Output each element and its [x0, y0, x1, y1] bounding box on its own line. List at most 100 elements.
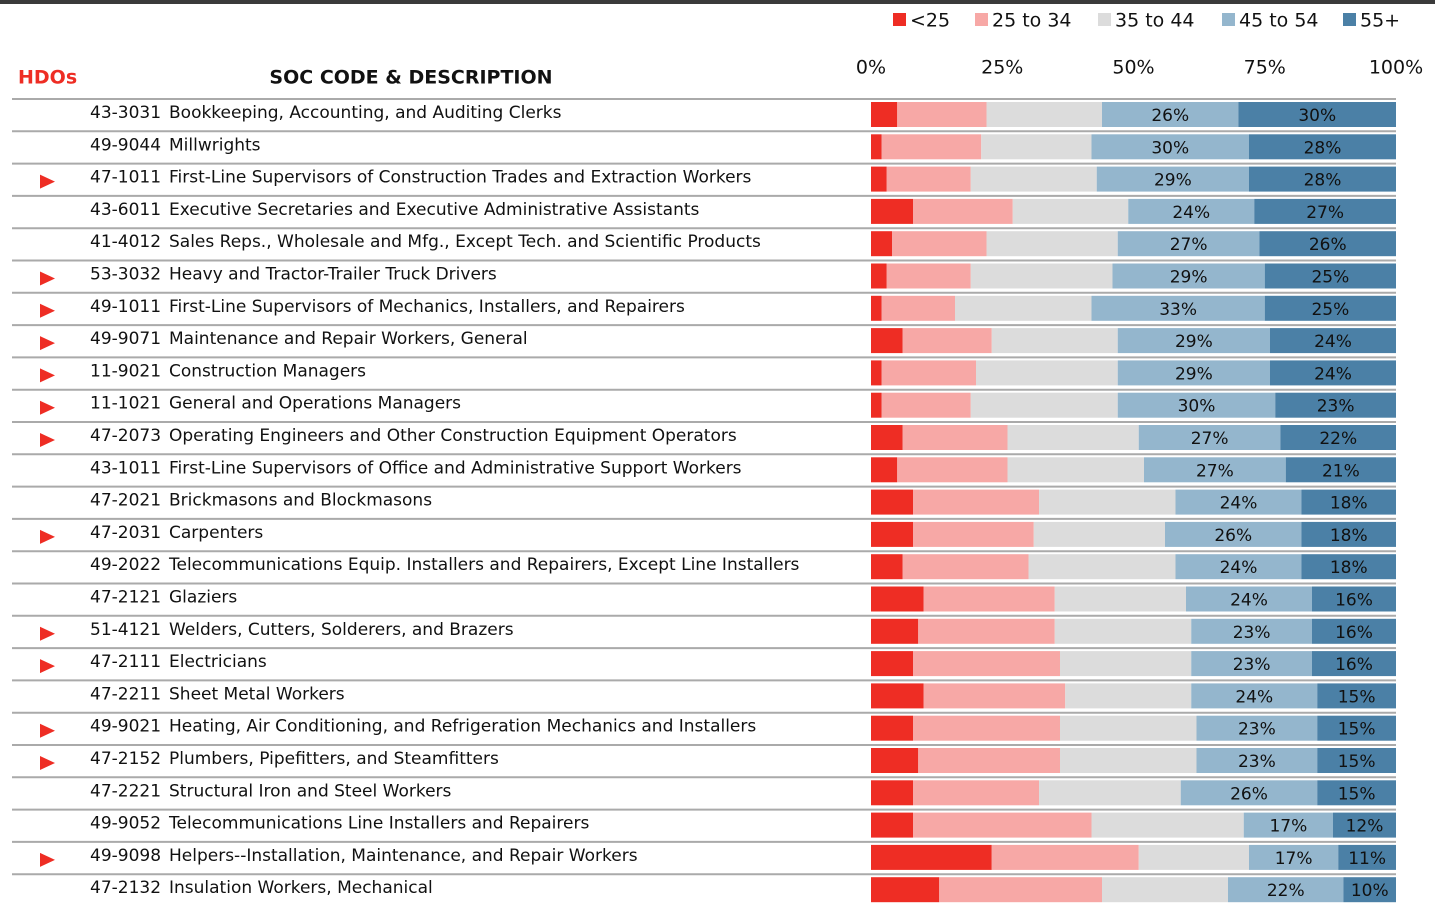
- bar-segment: [871, 134, 882, 160]
- data-label: 27%: [1306, 203, 1344, 223]
- bar-segment: [1243, 812, 1333, 838]
- bar-segment: [976, 360, 1118, 386]
- bar-segment: [1317, 715, 1396, 741]
- bar-segment: [1317, 748, 1396, 773]
- bar-segment: [1117, 360, 1270, 386]
- x-tick-label: 75%: [1244, 57, 1286, 79]
- data-label: 23%: [1233, 623, 1271, 643]
- bar-segment: [897, 102, 987, 127]
- bar-segment: [871, 812, 913, 838]
- soc-description: Sales Reps., Wholesale and Mfg., Except …: [169, 232, 761, 252]
- legend-swatch: [1222, 13, 1235, 26]
- bar-segment: [902, 328, 992, 354]
- soc-description: Brickmasons and Blockmasons: [169, 491, 432, 511]
- bar-segment: [1301, 521, 1396, 547]
- data-label: 23%: [1233, 655, 1271, 675]
- soc-code: 49-9021: [90, 717, 161, 737]
- bar-segment: [1317, 780, 1396, 806]
- soc-description: First-Line Supervisors of Office and Adm…: [169, 458, 742, 478]
- bar-segment: [871, 844, 992, 870]
- legend-label: 55+: [1360, 10, 1400, 32]
- soc-description: Millwrights: [169, 135, 261, 155]
- bar-segment: [1060, 651, 1192, 677]
- soc-code: 11-9021: [90, 361, 161, 381]
- bar-segment: [1259, 231, 1396, 257]
- bar-segment: [1138, 425, 1281, 450]
- hdo-marker: [40, 852, 55, 867]
- soc-code: 43-6011: [90, 200, 161, 220]
- bar-segment: [871, 328, 903, 354]
- bar-segment: [892, 231, 987, 257]
- legend-swatch: [893, 13, 906, 26]
- bar-segment: [1264, 295, 1396, 321]
- soc-code: 47-2132: [90, 878, 161, 898]
- data-label: 12%: [1346, 817, 1384, 837]
- soc-code: 47-2121: [90, 588, 161, 608]
- bar-segment: [1128, 198, 1255, 224]
- data-label: 30%: [1151, 138, 1189, 158]
- data-label: 23%: [1238, 752, 1276, 772]
- data-label: 28%: [1304, 138, 1342, 158]
- bar-segment: [918, 748, 1060, 773]
- bar-segment: [1060, 748, 1197, 773]
- bar-segment: [913, 651, 1060, 677]
- soc-description: Helpers--Installation, Maintenance, and …: [169, 846, 638, 866]
- data-label: 27%: [1191, 429, 1229, 449]
- bar-segment: [1138, 844, 1249, 870]
- hdo-marker: [40, 303, 55, 318]
- bar-segment: [871, 651, 913, 677]
- bar-segment: [981, 134, 1092, 160]
- bar-segment: [1117, 392, 1276, 418]
- bar-segment: [881, 392, 971, 418]
- soc-description: Insulation Workers, Mechanical: [169, 878, 433, 898]
- bar-segment: [913, 489, 1039, 515]
- hdo-marker: [40, 174, 55, 189]
- legend-swatch: [975, 13, 988, 26]
- soc-code: 47-2111: [90, 652, 161, 672]
- data-label: 29%: [1175, 364, 1213, 384]
- bar-segment: [913, 198, 1013, 224]
- bar-segment: [1117, 231, 1260, 257]
- legend-label: <25: [910, 10, 950, 32]
- bar-segment: [1054, 618, 1192, 644]
- soc-code: 41-4012: [90, 232, 161, 252]
- data-label: 15%: [1338, 752, 1376, 772]
- bar-segment: [1275, 392, 1396, 418]
- bar-segment: [871, 521, 913, 547]
- bar-segment: [1285, 457, 1396, 483]
- hdo-marker: [40, 723, 55, 738]
- bar-segment: [1091, 134, 1249, 160]
- soc-code: 43-1011: [90, 458, 161, 478]
- soc-description: Sheet Metal Workers: [169, 684, 345, 704]
- data-label: 24%: [1220, 558, 1258, 578]
- bar-segment: [939, 877, 1102, 903]
- data-label: 15%: [1338, 720, 1376, 740]
- data-label: 23%: [1238, 720, 1276, 740]
- bar-segment: [871, 586, 924, 612]
- bar-segment: [871, 683, 924, 709]
- bar-segment: [1039, 780, 1181, 806]
- x-tick-label: 0%: [856, 57, 886, 79]
- hdo-marker: [40, 336, 55, 351]
- bar-segment: [1254, 198, 1396, 224]
- data-label: 26%: [1151, 106, 1189, 126]
- data-label: 29%: [1154, 171, 1192, 191]
- hdo-marker: [40, 433, 55, 447]
- bar-segment: [871, 715, 913, 741]
- bar-segment: [1249, 134, 1396, 160]
- data-label: 23%: [1317, 397, 1355, 417]
- bar-segment: [1238, 102, 1396, 127]
- bar-segment: [1112, 263, 1265, 289]
- bar-segment: [1117, 328, 1270, 354]
- legend-label: 45 to 54: [1239, 10, 1319, 32]
- data-label: 29%: [1175, 332, 1213, 352]
- bar-segment: [1144, 457, 1286, 483]
- bar-segment: [1007, 457, 1144, 483]
- data-label: 25%: [1311, 268, 1349, 288]
- data-label: 24%: [1235, 687, 1273, 707]
- data-label: 28%: [1304, 171, 1342, 191]
- bar-segment: [1091, 295, 1265, 321]
- data-label: 33%: [1159, 300, 1197, 320]
- data-label: 24%: [1172, 203, 1210, 223]
